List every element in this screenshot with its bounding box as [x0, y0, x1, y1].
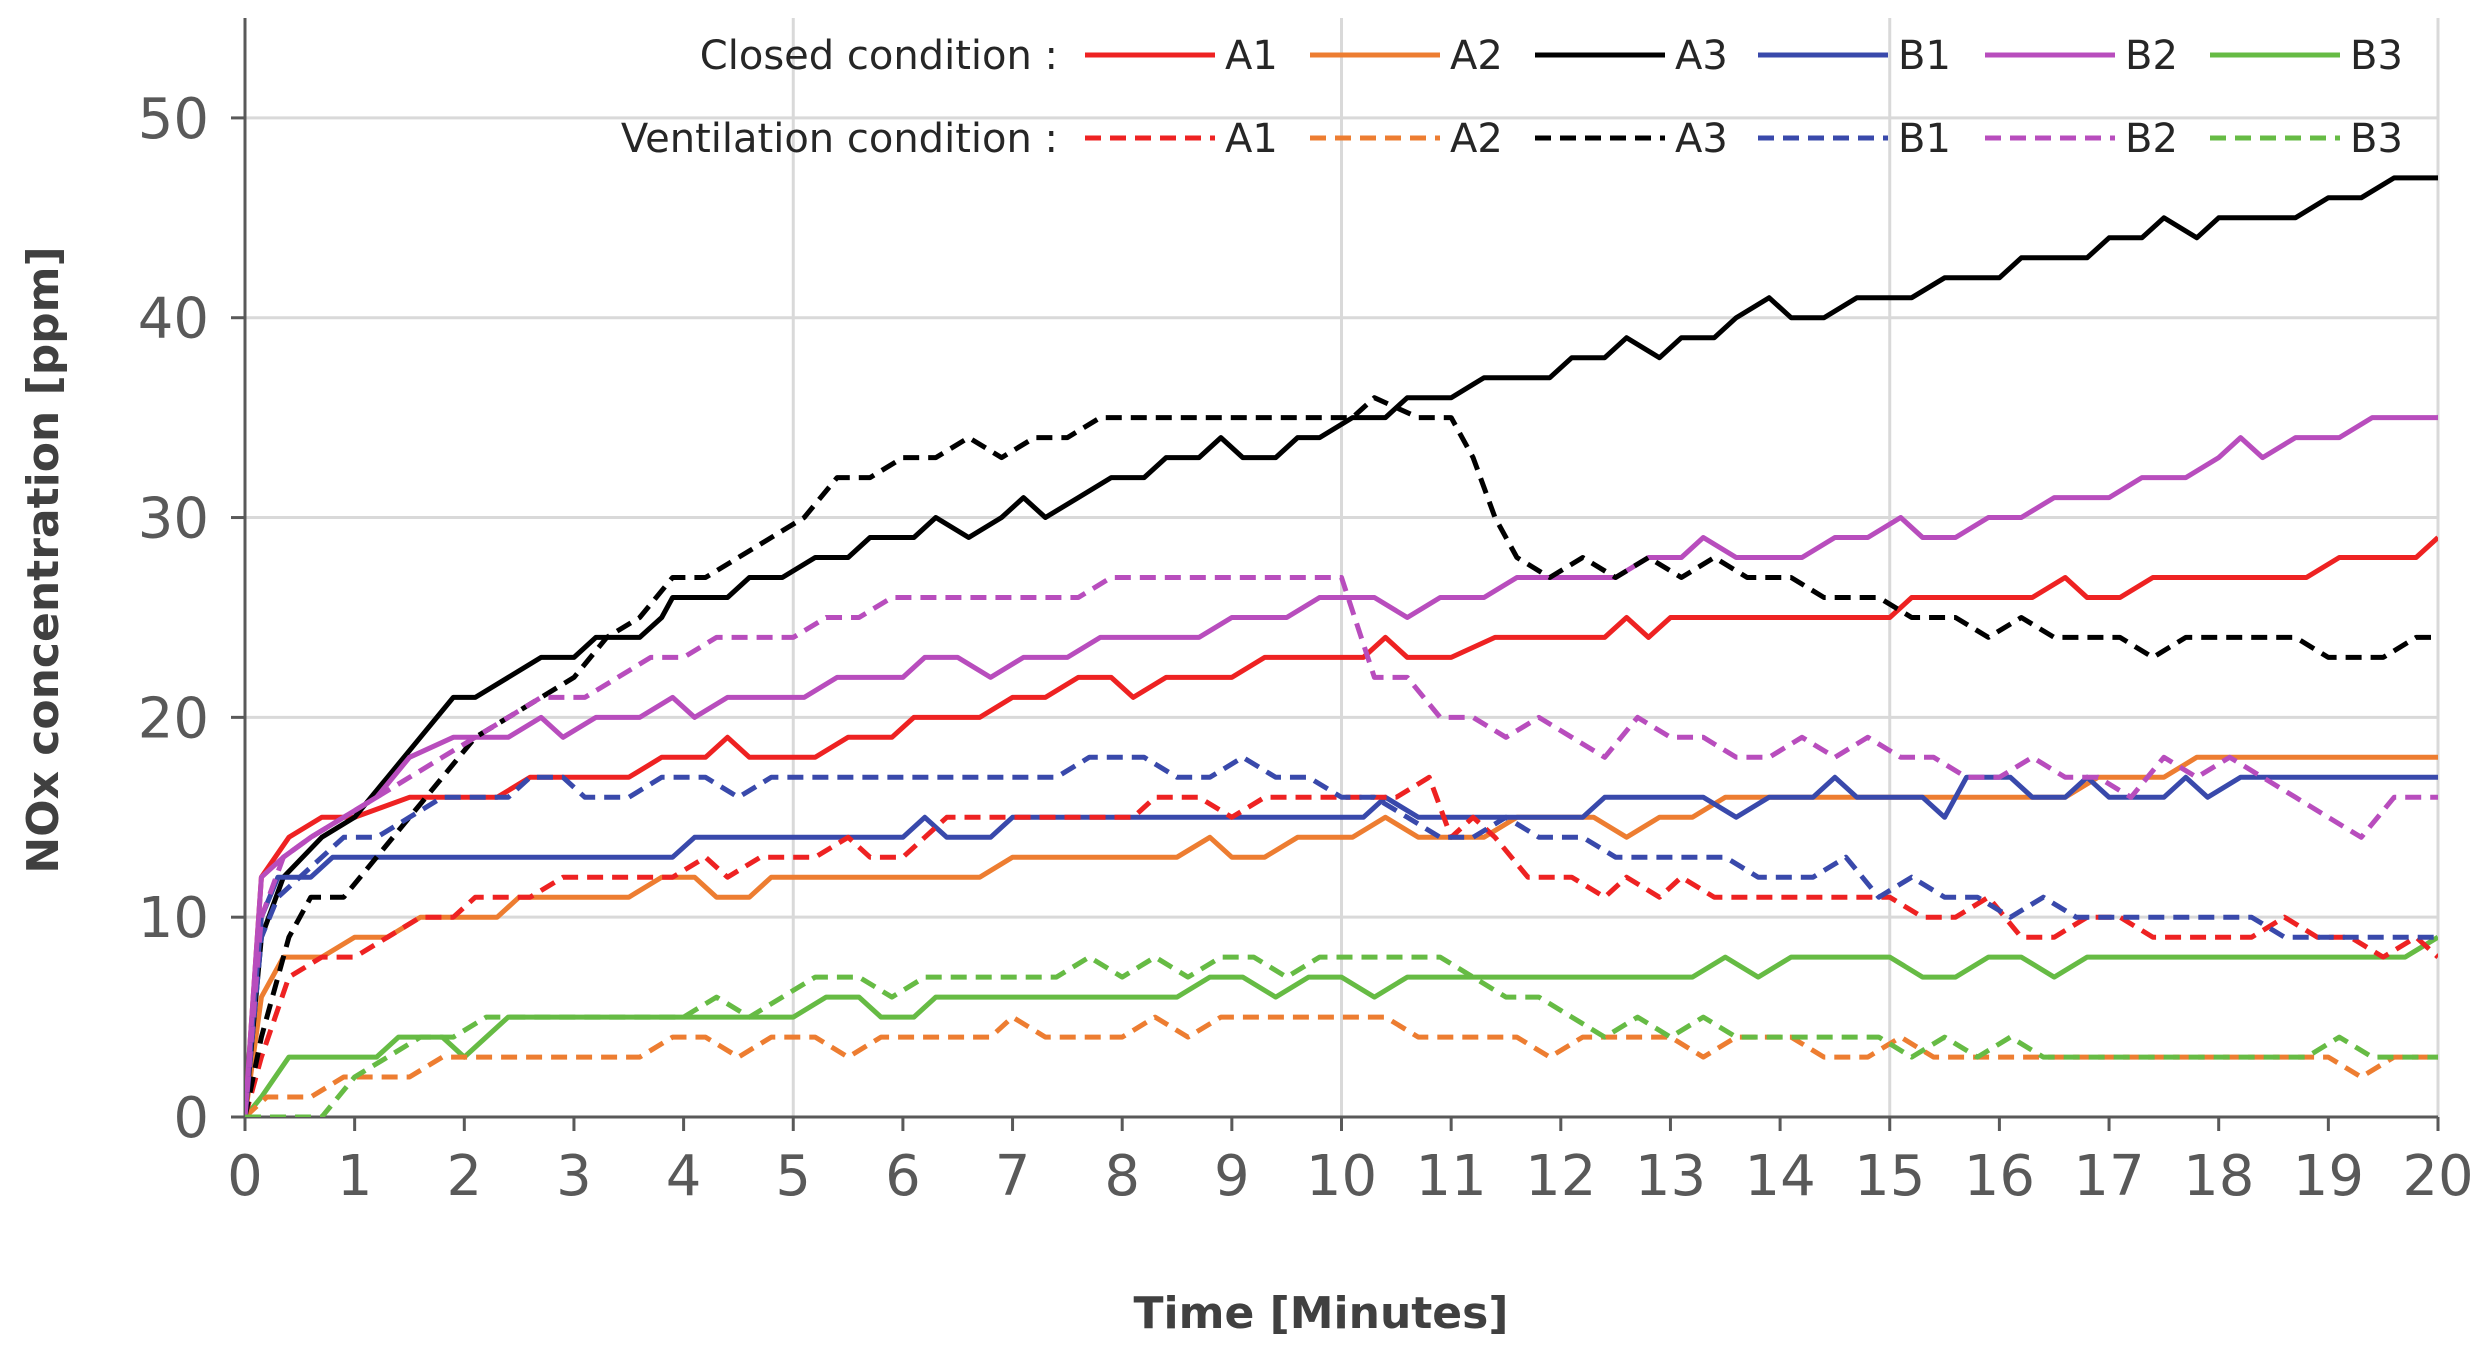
legend-label-closed-b1: B1 [1898, 33, 1951, 79]
x-tick-label: 17 [2073, 1144, 2144, 1209]
series-line-ventilation-a2 [245, 1014, 2438, 1117]
series-line-closed-b1 [245, 774, 2438, 1117]
y-tick-label: 10 [138, 886, 209, 951]
x-tick-label: 5 [775, 1144, 811, 1209]
series-lines [245, 175, 2438, 1117]
y-tick-label: 30 [138, 487, 209, 552]
series-line-closed-a2 [245, 754, 2438, 1117]
legend: Closed condition : A1 A2 A3 B1 B2 B3 Ventilatio… [621, 33, 2403, 162]
x-tick-label: 2 [446, 1144, 482, 1209]
x-tick-label: 19 [2293, 1144, 2364, 1209]
legend-label-ventilation-b3: B3 [2350, 116, 2403, 162]
x-tick-label: 15 [1854, 1144, 1925, 1209]
legend-label-closed-a3: A3 [1675, 33, 1728, 79]
x-tick-label: 0 [227, 1144, 263, 1209]
x-tick-label: 4 [666, 1144, 702, 1209]
x-tick-label: 16 [1964, 1144, 2035, 1209]
x-tick-label: 8 [1104, 1144, 1140, 1209]
series-line-closed-b3 [245, 935, 2438, 1117]
x-tick-label: 7 [995, 1144, 1031, 1209]
series-line-ventilation-b2 [245, 575, 2438, 1117]
legend-label-ventilation-b1: B1 [1898, 116, 1951, 162]
x-tick-label: 10 [1306, 1144, 1377, 1209]
x-tick-label: 20 [2402, 1144, 2473, 1209]
legend-label-ventilation-a2: A2 [1450, 116, 1503, 162]
x-tick-label: 12 [1525, 1144, 1596, 1209]
legend-label-closed-a2: A2 [1450, 33, 1503, 79]
legend-label-ventilation-b2: B2 [2125, 116, 2178, 162]
series-line-closed-a1 [245, 535, 2438, 1117]
legend-label-closed-b2: B2 [2125, 33, 2178, 79]
series-line-ventilation-b3 [245, 954, 2438, 1117]
series-line-ventilation-a1 [245, 774, 2438, 1117]
axes: 0 1 2 3 4 5 6 7 8 9 10 11 12 13 14 15 16 17 18 19 2001020304… [138, 18, 2474, 1209]
y-axis-title: NOx concentration [ppm] [18, 246, 69, 873]
y-tick-label: 50 [138, 87, 209, 152]
x-tick-label: 18 [2183, 1144, 2254, 1209]
y-tick-label: 0 [173, 1086, 209, 1151]
x-tick-label: 9 [1214, 1144, 1250, 1209]
x-axis-title: Time [Minutes] [1134, 1288, 1509, 1339]
x-tick-label: 11 [1416, 1144, 1487, 1209]
x-tick-label: 1 [337, 1144, 373, 1209]
grid [245, 18, 2440, 1117]
legend-label-closed-b3: B3 [2350, 33, 2403, 79]
legend-label-ventilation-a1: A1 [1225, 116, 1278, 162]
x-tick-label: 14 [1744, 1144, 1815, 1209]
y-tick-label: 40 [138, 287, 209, 352]
y-tick-label: 20 [138, 686, 209, 751]
x-tick-label: 13 [1635, 1144, 1706, 1209]
series-line-closed-b2 [245, 414, 2438, 1117]
x-tick-label: 6 [885, 1144, 921, 1209]
series-line-ventilation-b1 [245, 754, 2438, 1117]
legend-group-label-ventilation: Ventilation condition : [621, 116, 1058, 162]
legend-group-label-closed: Closed condition : [700, 33, 1058, 79]
legend-label-closed-a1: A1 [1225, 33, 1278, 79]
legend-label-ventilation-a3: A3 [1675, 116, 1728, 162]
series-line-closed-a3 [245, 175, 2438, 1117]
x-tick-label: 3 [556, 1144, 592, 1209]
